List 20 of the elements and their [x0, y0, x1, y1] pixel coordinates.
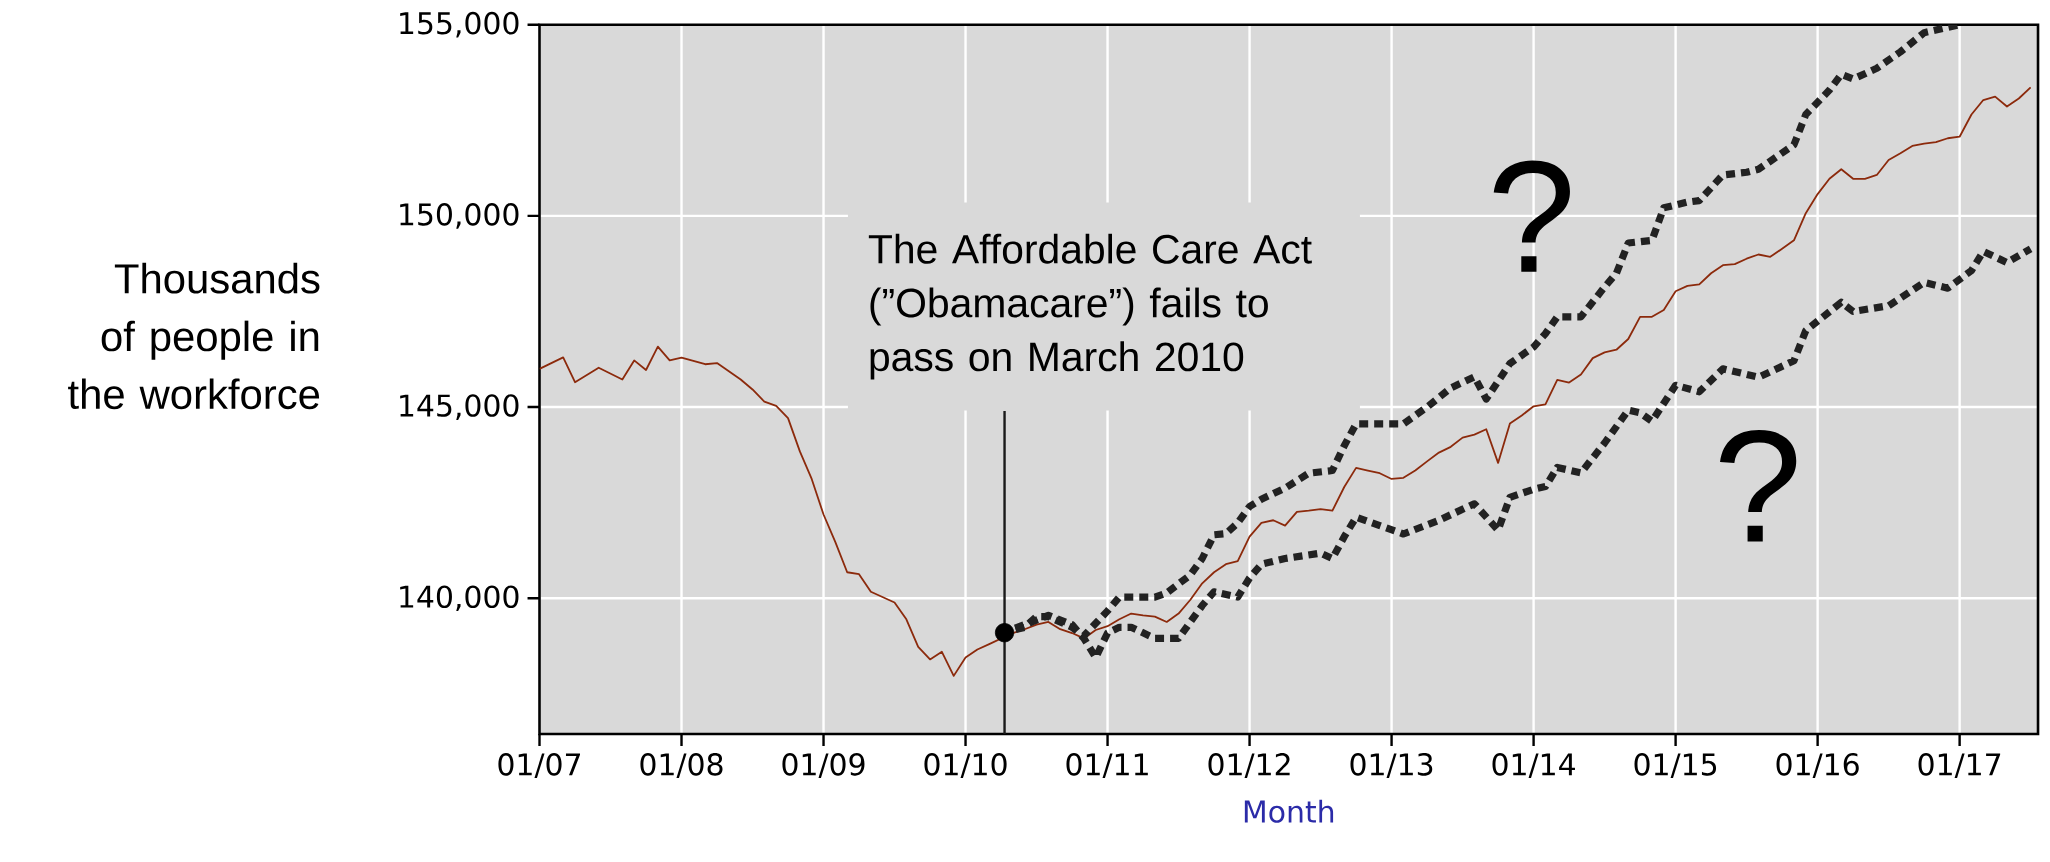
x-tick-label: 01/11	[1066, 753, 1148, 778]
annotation: ?	[1720, 430, 1797, 542]
x-tick-label: 01/14	[1492, 753, 1575, 778]
y-tick-label: 145,000	[400, 394, 519, 420]
y-axis-title: Thousands of people in the workforce	[68, 262, 320, 410]
y-tick-label: 155,000	[400, 11, 519, 38]
y-tick-label: 140,000	[400, 585, 519, 612]
x-tick-label: 01/07	[498, 753, 581, 778]
x-tick-label: 01/12	[1208, 753, 1290, 778]
x-tick-label: 01/09	[782, 753, 865, 778]
x-tick-label: 01/13	[1350, 753, 1433, 778]
annotation: ?	[1493, 160, 1570, 272]
ref-line-label: The Affordable Care Act (”Obamacare”) fails to pass on March 2010	[868, 233, 1312, 380]
x-tick-label: 01/08	[640, 753, 723, 778]
x-tick-label: 01/17	[1918, 753, 2001, 778]
x-axis-title: Month	[1244, 799, 1334, 823]
y-tick-label: 150,000	[400, 203, 519, 229]
x-tick-label: 01/15	[1634, 753, 1717, 778]
x-tick-label: 01/16	[1776, 753, 1859, 778]
x-tick-label: 01/10	[924, 753, 1007, 778]
